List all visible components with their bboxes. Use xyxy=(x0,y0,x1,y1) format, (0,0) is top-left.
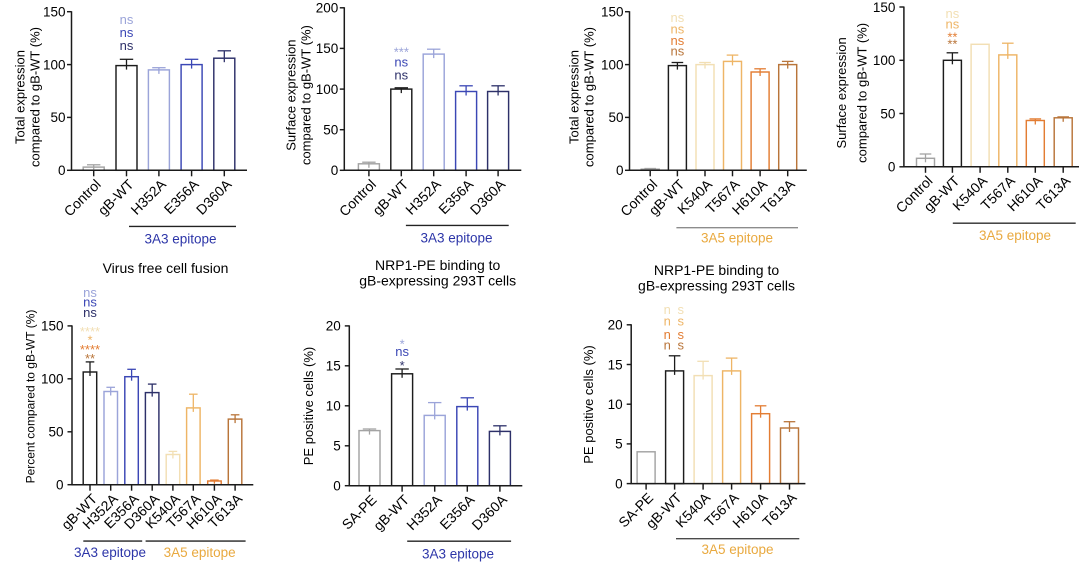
svg-text:compared to gB-WT (%): compared to gB-WT (%) xyxy=(28,27,43,167)
svg-text:10: 10 xyxy=(608,397,623,412)
svg-text:PE positive cells (%): PE positive cells (%) xyxy=(301,347,316,465)
svg-text:Surface expression: Surface expression xyxy=(834,37,849,148)
svg-text:ns: ns xyxy=(671,33,685,48)
svg-text:100: 100 xyxy=(41,372,64,387)
svg-text:**: ** xyxy=(85,351,95,366)
svg-text:0: 0 xyxy=(888,160,896,175)
svg-text:Surface expression: Surface expression xyxy=(284,39,299,150)
svg-text:ns: ns xyxy=(120,12,134,27)
svg-text:ns: ns xyxy=(394,55,408,70)
svg-text:Virus free cell fusion: Virus free cell fusion xyxy=(103,260,229,276)
svg-text:ns: ns xyxy=(83,305,97,320)
svg-text:50: 50 xyxy=(323,123,338,138)
svg-text:5: 5 xyxy=(333,439,341,454)
svg-text:3A5 epitope: 3A5 epitope xyxy=(164,545,236,560)
svg-text:150: 150 xyxy=(316,41,339,56)
svg-text:NRP1-PE binding to: NRP1-PE binding to xyxy=(654,262,780,278)
svg-text:0: 0 xyxy=(333,479,341,494)
svg-text:150: 150 xyxy=(41,319,64,334)
svg-text:PE positive cells (%): PE positive cells (%) xyxy=(581,345,596,463)
svg-text:compared to gB-WT (%): compared to gB-WT (%) xyxy=(299,25,314,165)
svg-text:200: 200 xyxy=(316,1,339,16)
svg-text:ns: ns xyxy=(671,44,685,59)
svg-text:ns: ns xyxy=(83,295,97,310)
svg-text:150: 150 xyxy=(601,5,624,20)
svg-text:ns: ns xyxy=(395,344,409,359)
svg-text:0: 0 xyxy=(616,163,624,178)
svg-text:compared to gB-WT (%): compared to gB-WT (%) xyxy=(855,23,870,163)
svg-text:Total expression: Total expression xyxy=(567,50,582,144)
svg-text:50: 50 xyxy=(880,106,895,121)
svg-text:*: * xyxy=(400,336,405,351)
svg-text:100: 100 xyxy=(601,57,624,72)
svg-text:ns: ns xyxy=(83,285,97,300)
svg-text:10: 10 xyxy=(326,399,341,414)
svg-text:Percent compared to gB-WT (%): Percent compared to gB-WT (%) xyxy=(24,310,38,484)
svg-text:100: 100 xyxy=(43,57,66,72)
svg-text:150: 150 xyxy=(43,5,66,20)
svg-text:NRP1-PE binding to: NRP1-PE binding to xyxy=(375,257,501,273)
svg-text:gB-expressing 293T cells: gB-expressing 293T cells xyxy=(359,273,516,289)
svg-text:0: 0 xyxy=(331,163,339,178)
svg-text:ns: ns xyxy=(946,6,960,21)
svg-text:***: *** xyxy=(394,45,409,60)
svg-text:50: 50 xyxy=(50,110,65,125)
svg-text:3A3 epitope: 3A3 epitope xyxy=(420,231,492,246)
svg-text:**: ** xyxy=(947,37,957,52)
svg-text:*: * xyxy=(87,332,92,347)
svg-text:compared to gB-WT (%): compared to gB-WT (%) xyxy=(582,27,597,167)
svg-text:ns: ns xyxy=(946,17,960,32)
svg-text:3A3 epitope: 3A3 epitope xyxy=(74,545,146,560)
svg-text:0: 0 xyxy=(58,163,66,178)
svg-text:3A5 epitope: 3A5 epitope xyxy=(979,228,1051,243)
svg-text:3A5 epitope: 3A5 epitope xyxy=(701,542,773,557)
svg-text:Total expression: Total expression xyxy=(13,50,28,144)
svg-text:0: 0 xyxy=(56,478,64,493)
svg-text:3A3 epitope: 3A3 epitope xyxy=(144,232,216,247)
svg-text:3A3 epitope: 3A3 epitope xyxy=(422,547,494,562)
svg-text:ns: ns xyxy=(671,10,685,25)
svg-text:20: 20 xyxy=(326,319,341,334)
svg-text:ns: ns xyxy=(671,22,685,37)
svg-text:50: 50 xyxy=(608,110,623,125)
svg-text:ns: ns xyxy=(120,38,134,53)
svg-text:3A5 epitope: 3A5 epitope xyxy=(701,231,773,246)
svg-text:5: 5 xyxy=(615,437,623,452)
svg-text:n s: n s xyxy=(664,302,686,317)
svg-text:100: 100 xyxy=(873,53,896,68)
svg-text:ns: ns xyxy=(394,68,408,83)
svg-text:**: ** xyxy=(947,30,957,45)
svg-text:*: * xyxy=(400,358,405,373)
svg-text:100: 100 xyxy=(316,82,339,97)
svg-text:n s: n s xyxy=(664,327,686,342)
svg-text:0: 0 xyxy=(615,476,623,491)
svg-text:n s: n s xyxy=(664,314,686,329)
svg-text:20: 20 xyxy=(608,318,623,333)
svg-text:15: 15 xyxy=(608,357,623,372)
svg-text:ns: ns xyxy=(120,25,134,40)
svg-text:15: 15 xyxy=(326,359,341,374)
svg-text:150: 150 xyxy=(873,0,896,15)
svg-text:****: **** xyxy=(80,342,100,357)
svg-text:n s: n s xyxy=(664,338,686,353)
svg-text:****: **** xyxy=(80,324,100,339)
svg-text:gB-expressing 293T cells: gB-expressing 293T cells xyxy=(638,278,795,294)
svg-text:50: 50 xyxy=(48,425,63,440)
